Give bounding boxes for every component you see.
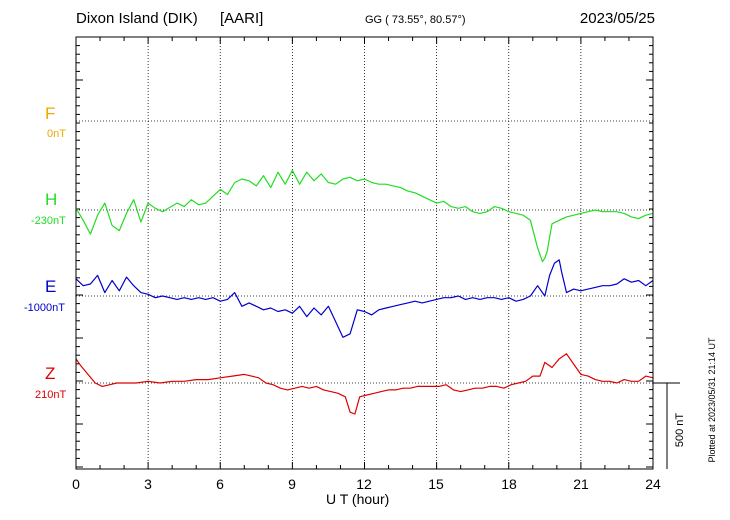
x-tick-label: 12 [356,476,372,492]
component-E-label: E [45,277,57,296]
x-tick-label: 21 [573,476,589,492]
x-tick-label: 9 [288,476,296,492]
date-label: 2023/05/25 [579,10,655,27]
component-F-label: F [45,104,56,123]
plot-grid [76,37,653,469]
component-H-label: H [45,190,58,209]
component-H-baseline: -230nT [31,215,66,227]
geographic-coords: GG ( 73.55°, 80.57°) [365,14,466,26]
series-line-E [75,259,654,338]
plotted-timestamp: Plotted at 2023/05/31 21:14 UT [707,337,717,463]
x-tick-label: 3 [144,476,152,492]
scale-bar-label: 500 nT [674,412,686,448]
institute-label: [AARI] [220,10,264,27]
x-tick-label: 18 [501,476,517,492]
station-name: Dixon Island (DIK) [76,10,198,27]
data-series [75,169,654,415]
series-line-H [75,169,654,263]
component-Z-baseline: 210nT [35,389,67,401]
series-line-Z [75,353,654,415]
x-tick-label: 0 [72,476,80,492]
component-Z-label: Z [45,364,56,383]
component-F-baseline: 0nT [47,128,66,140]
component-E-baseline: -1000nT [24,302,65,314]
x-tick-label: 15 [428,476,444,492]
x-tick-label: 6 [216,476,224,492]
x-tick-label: 24 [645,476,661,492]
plot-frame [75,36,654,470]
x-axis-label: U T (hour) [326,491,390,507]
